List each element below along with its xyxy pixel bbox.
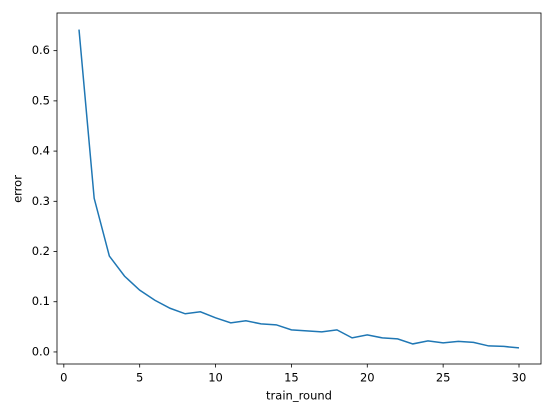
y-tick-label: 0.4 — [32, 144, 50, 158]
x-tick-label: 0 — [60, 371, 67, 385]
x-tick-label: 10 — [208, 371, 223, 385]
axes-frame — [56, 12, 542, 365]
x-tick-label: 15 — [284, 371, 299, 385]
y-tick-label: 0.1 — [32, 294, 50, 308]
y-axis-label: error — [11, 175, 25, 203]
y-tick-label: 0.6 — [32, 43, 50, 57]
y-tick-label: 0.3 — [32, 194, 50, 208]
x-axis-label: train_round — [266, 389, 332, 403]
line-series — [78, 29, 520, 349]
x-tick-label: 20 — [360, 371, 375, 385]
y-tick-label: 0.0 — [32, 344, 50, 358]
x-tick-label: 5 — [136, 371, 143, 385]
x-tick-label: 25 — [436, 371, 451, 385]
y-tick-label: 0.5 — [32, 93, 50, 107]
x-tick-label: 30 — [512, 371, 527, 385]
y-tick-label: 0.2 — [32, 244, 50, 258]
